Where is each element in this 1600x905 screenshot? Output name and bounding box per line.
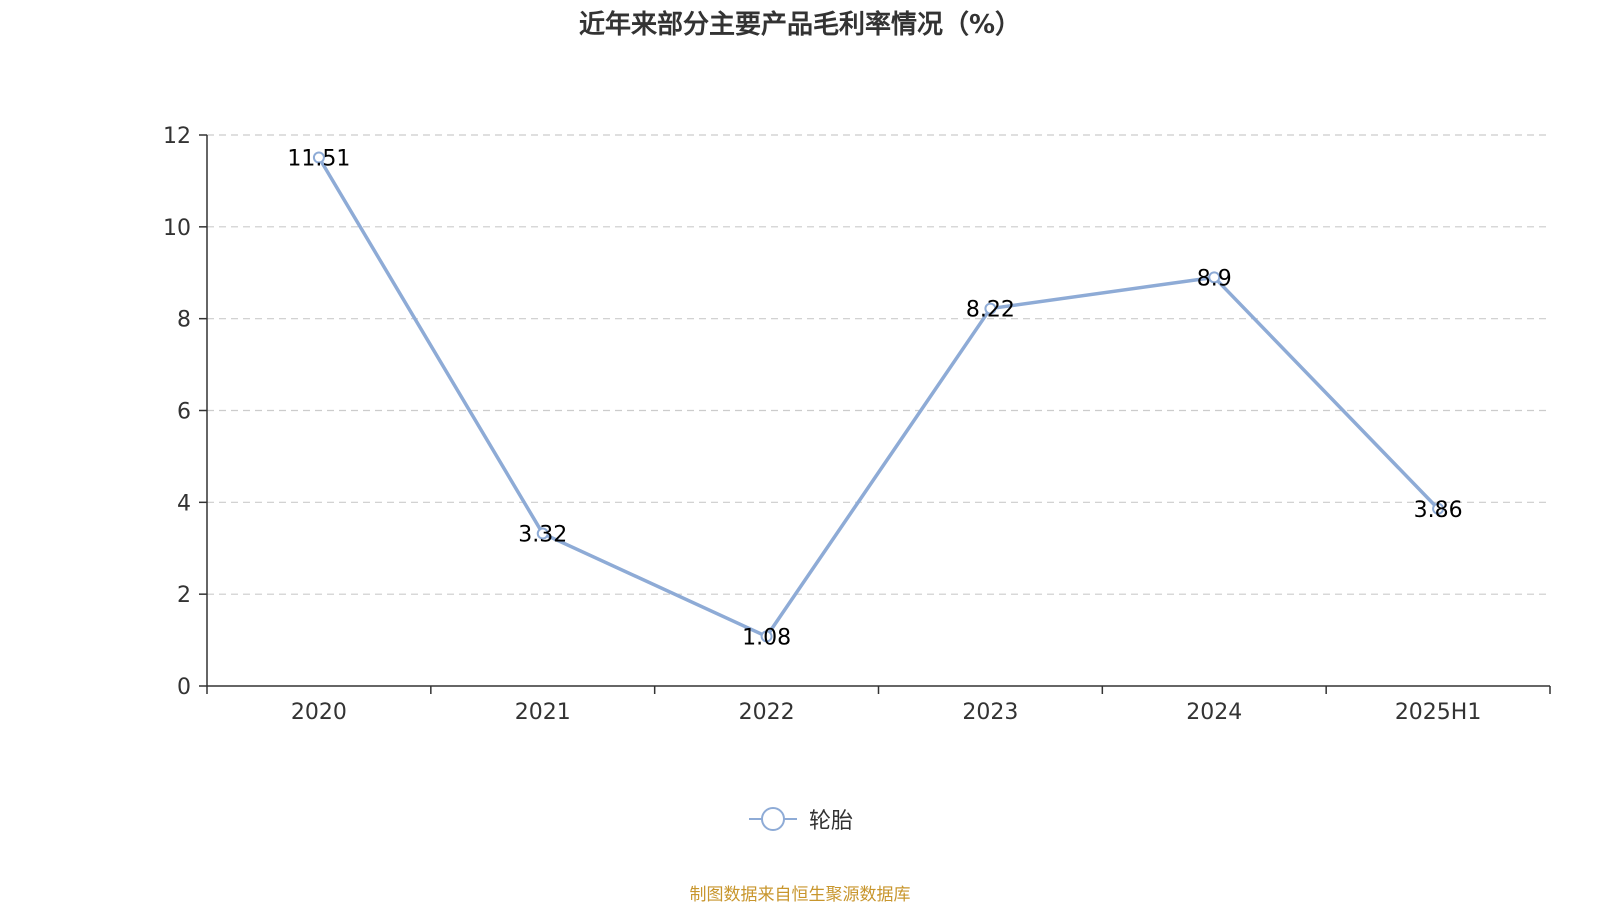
series-line	[317, 156, 1440, 639]
y-tick-label: 2	[177, 583, 191, 608]
data-point	[1432, 502, 1445, 515]
y-tick-label: 6	[177, 400, 191, 425]
y-tick-label: 4	[177, 491, 191, 516]
x-tick-label: 2023	[962, 700, 1018, 725]
legend-item-tire[interactable]: 轮胎	[747, 803, 853, 835]
x-tick-label: 2020	[291, 700, 347, 725]
chart-title: 近年来部分主要产品毛利率情况（%）	[578, 10, 1022, 40]
y-tick-label: 12	[163, 124, 191, 149]
x-tick-label: 2022	[739, 700, 795, 725]
y-tick-label: 10	[163, 216, 191, 241]
y-tick-label: 0	[177, 675, 191, 700]
y-tick-label: 8	[177, 308, 191, 333]
x-tick-label: 2024	[1186, 700, 1242, 725]
legend[interactable]: 轮胎	[0, 803, 1600, 835]
data-point	[760, 630, 773, 643]
data-label: 8.22	[966, 298, 1015, 323]
data-point	[984, 302, 997, 315]
source-note: 制图数据来自恒生聚源数据库	[689, 885, 911, 905]
data-point	[1208, 271, 1221, 284]
data-label: 1.08	[742, 625, 791, 650]
data-label: 3.32	[518, 523, 567, 548]
x-tick-label: 2021	[515, 700, 571, 725]
data-label: 3.86	[1414, 498, 1463, 523]
data-label: 8.9	[1197, 266, 1232, 291]
legend-label: 轮胎	[808, 809, 853, 834]
data-point	[536, 527, 549, 540]
x-tick-label: 2025H1	[1395, 700, 1482, 725]
data-label: 11.51	[287, 146, 350, 171]
data-point	[312, 151, 325, 164]
legend-marker-icon	[748, 807, 797, 831]
